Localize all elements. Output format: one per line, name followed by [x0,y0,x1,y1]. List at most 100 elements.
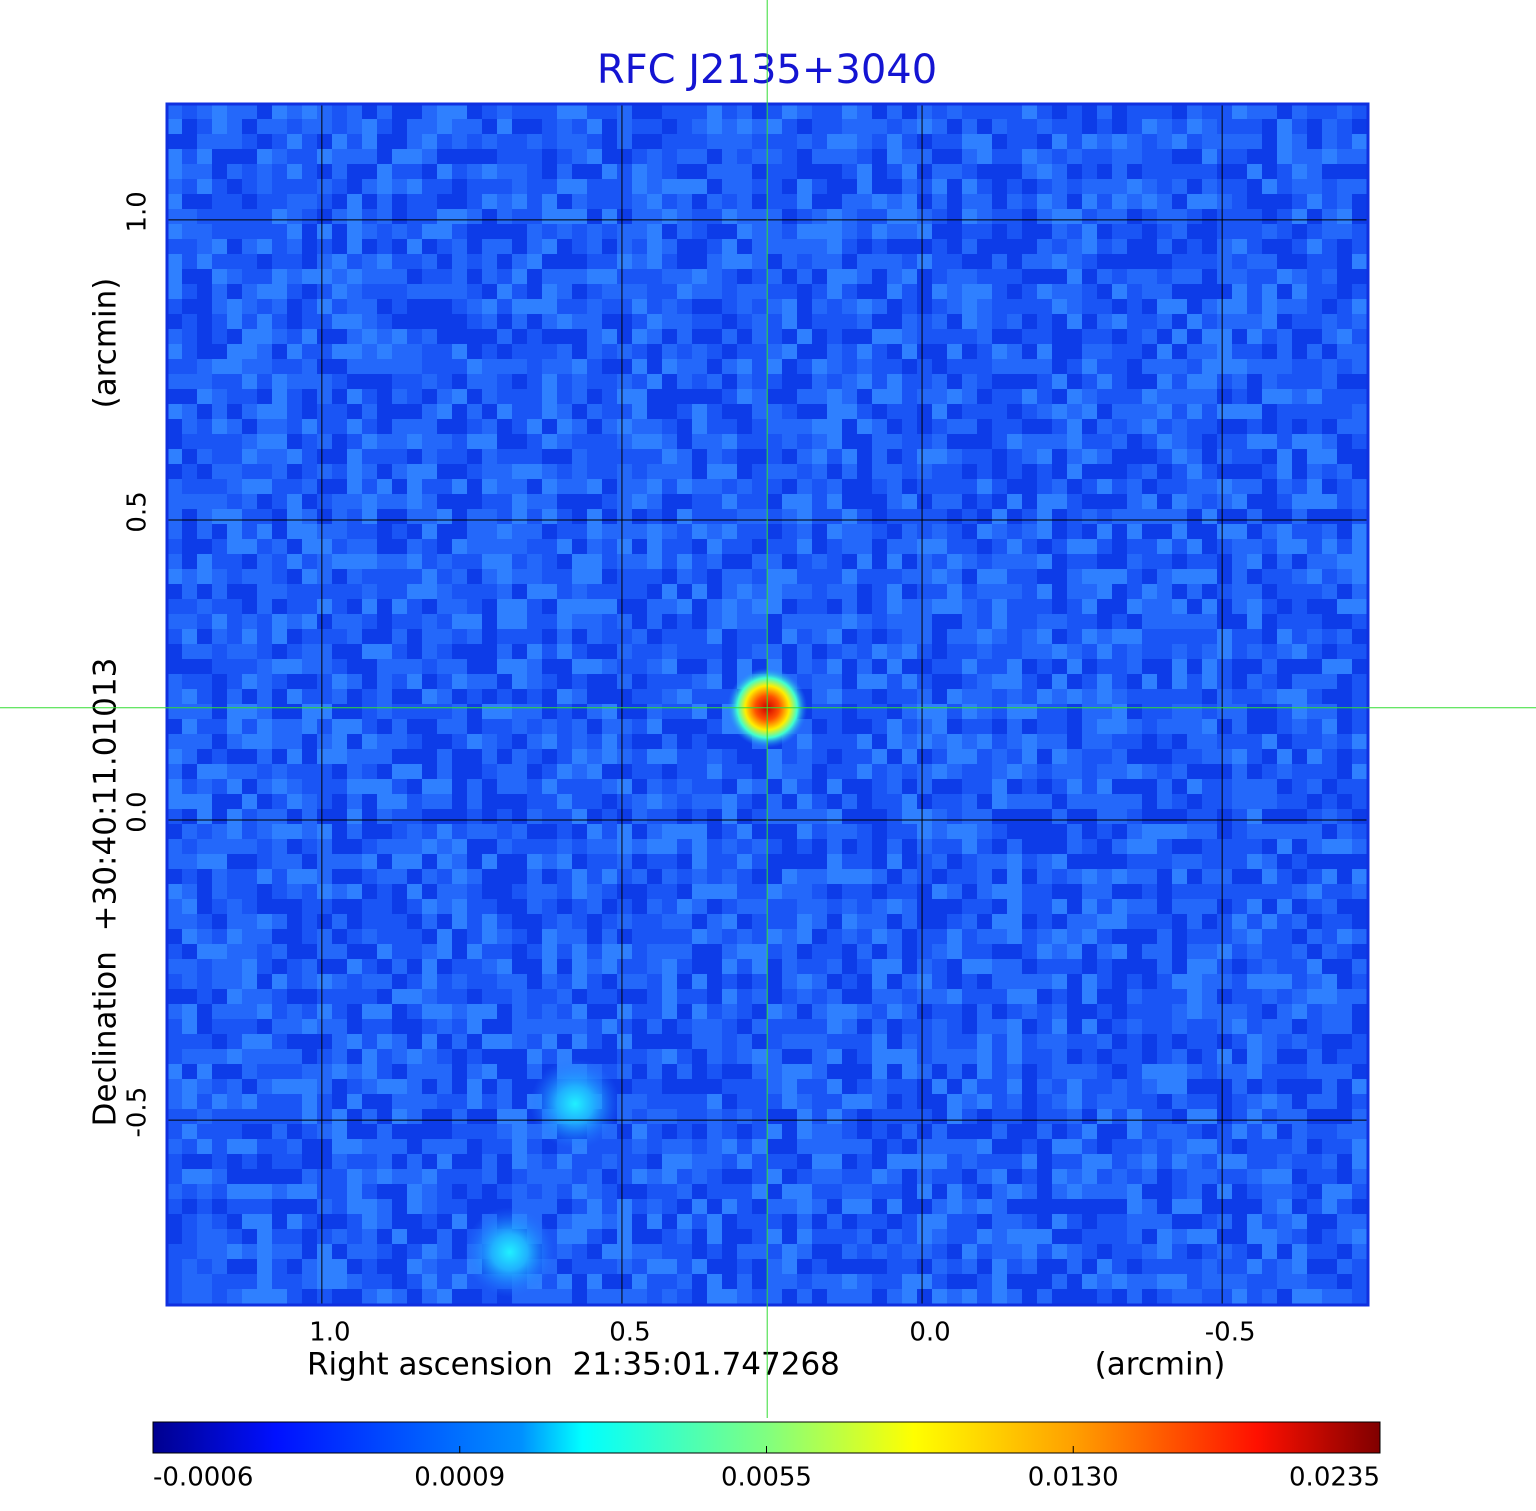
noise-pixel [797,569,812,584]
noise-pixel [977,509,992,524]
noise-pixel [677,149,692,164]
noise-pixel [302,329,317,344]
noise-pixel [1307,464,1322,479]
noise-pixel [1052,734,1067,749]
noise-pixel [857,104,872,119]
noise-pixel [467,419,482,434]
noise-pixel [1067,719,1082,734]
noise-pixel [557,869,572,884]
noise-pixel [767,749,782,764]
noise-pixel [872,899,887,914]
noise-pixel [302,734,317,749]
noise-pixel [962,899,977,914]
noise-pixel [347,554,362,569]
noise-pixel [992,794,1007,809]
noise-pixel [332,884,347,899]
noise-pixel [557,359,572,374]
noise-pixel [992,269,1007,284]
noise-pixel [257,119,272,134]
noise-pixel [167,359,182,374]
noise-pixel [992,914,1007,929]
noise-pixel [197,344,212,359]
noise-pixel [437,794,452,809]
noise-pixel [767,809,782,824]
noise-pixel [497,539,512,554]
noise-pixel [602,1019,617,1034]
noise-pixel [992,254,1007,269]
noise-pixel [497,734,512,749]
noise-pixel [602,494,617,509]
noise-pixel [587,854,602,869]
noise-pixel [947,239,962,254]
noise-pixel [272,284,287,299]
noise-pixel [887,779,902,794]
noise-pixel [377,389,392,404]
noise-pixel [1322,314,1337,329]
noise-pixel [992,809,1007,824]
noise-pixel [1112,449,1127,464]
noise-pixel [1292,539,1307,554]
noise-pixel [797,659,812,674]
noise-pixel [572,359,587,374]
noise-pixel [497,419,512,434]
noise-pixel [512,779,527,794]
noise-pixel [842,584,857,599]
noise-pixel [1337,719,1352,734]
noise-pixel [677,764,692,779]
noise-pixel [767,269,782,284]
noise-pixel [242,1019,257,1034]
noise-pixel [587,764,602,779]
noise-pixel [407,314,422,329]
noise-pixel [1322,824,1337,839]
noise-pixel [362,884,377,899]
noise-pixel [362,824,377,839]
noise-pixel [977,599,992,614]
noise-pixel [1322,209,1337,224]
noise-pixel [737,539,752,554]
noise-pixel [812,764,827,779]
noise-pixel [1232,149,1247,164]
noise-pixel [1172,884,1187,899]
noise-pixel [482,299,497,314]
noise-pixel [1067,869,1082,884]
noise-pixel [857,689,872,704]
noise-pixel [542,419,557,434]
noise-pixel [227,779,242,794]
noise-pixel [287,704,302,719]
noise-pixel [647,914,662,929]
noise-pixel [422,689,437,704]
noise-pixel [287,554,302,569]
noise-pixel [257,269,272,284]
noise-pixel [1067,659,1082,674]
noise-pixel [257,389,272,404]
noise-pixel [437,374,452,389]
noise-pixel [392,254,407,269]
noise-pixel [1337,824,1352,839]
noise-pixel [182,929,197,944]
noise-pixel [527,734,542,749]
noise-pixel [572,449,587,464]
noise-pixel [1262,539,1277,554]
noise-pixel [302,494,317,509]
noise-pixel [857,644,872,659]
noise-pixel [857,299,872,314]
noise-pixel [677,779,692,794]
noise-pixel [422,389,437,404]
noise-pixel [572,914,587,929]
noise-pixel [347,449,362,464]
noise-pixel [272,869,287,884]
noise-pixel [437,884,452,899]
noise-pixel [1157,659,1172,674]
noise-pixel [797,494,812,509]
noise-pixel [362,239,377,254]
noise-pixel [947,419,962,434]
noise-pixel [317,779,332,794]
noise-pixel [1142,974,1157,989]
noise-pixel [1172,689,1187,704]
noise-pixel [1112,509,1127,524]
noise-pixel [1262,899,1277,914]
noise-pixel [962,374,977,389]
noise-pixel [542,629,557,644]
noise-pixel [1337,629,1352,644]
noise-pixel [902,224,917,239]
